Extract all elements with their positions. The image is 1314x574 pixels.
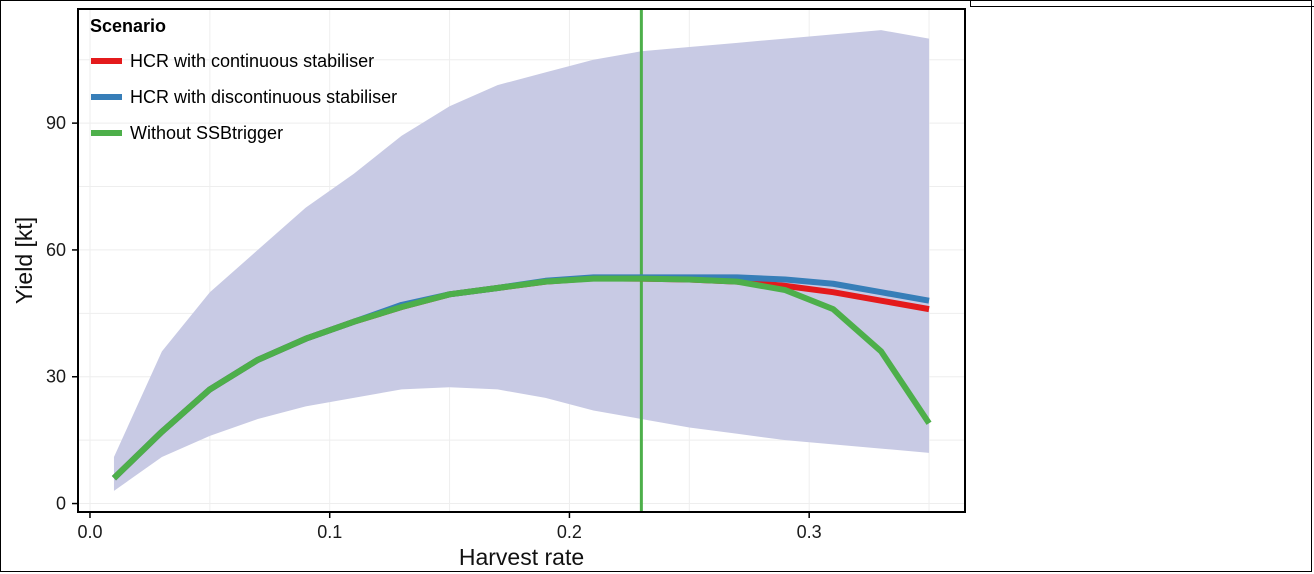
- series-line-3: [111, 275, 932, 481]
- table-divider: [970, 0, 971, 7]
- plot-frame: [77, 8, 966, 513]
- legend: Scenario HCR with continuous stabiliser H…: [90, 16, 397, 143]
- legend-label: HCR with continuous stabiliser: [130, 51, 374, 71]
- x-axis-ticks: 0.0 0.1 0.2 0.3: [77, 512, 822, 542]
- y-tick-label: 0: [56, 494, 66, 514]
- legend-label: Without SSBtrigger: [130, 123, 283, 143]
- y-axis-label: Yield [kt]: [11, 217, 37, 304]
- y-tick-label: 30: [46, 367, 66, 387]
- y-tick-label: 90: [46, 113, 66, 133]
- x-axis-label: Harvest rate: [459, 544, 584, 570]
- y-axis-ticks: 0 30 60 90: [46, 113, 78, 514]
- table-rule: [970, 6, 1314, 7]
- legend-title: Scenario: [90, 16, 166, 36]
- x-tick-label: 0.0: [77, 522, 102, 542]
- x-tick-label: 0.3: [797, 522, 822, 542]
- legend-label: HCR with discontinuous stabiliser: [130, 87, 397, 107]
- confidence-band: [113, 30, 930, 491]
- x-tick-label: 0.2: [557, 522, 582, 542]
- series-lines: [111, 274, 932, 481]
- band-area: [113, 30, 930, 491]
- y-tick-label: 60: [46, 240, 66, 260]
- x-tick-label: 0.1: [317, 522, 342, 542]
